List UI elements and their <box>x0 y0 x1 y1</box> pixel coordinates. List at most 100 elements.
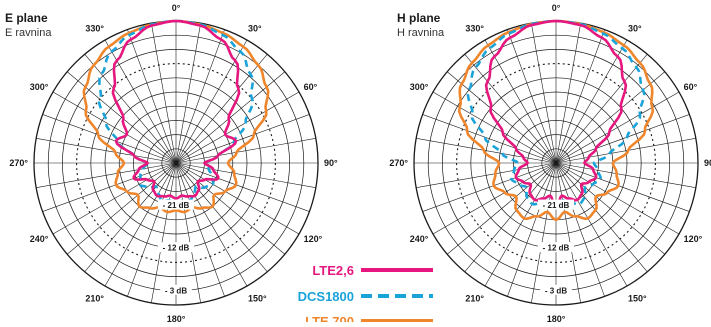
h-plane-spoke <box>555 54 648 164</box>
e-plane-series-lte700 <box>82 19 270 214</box>
h-plane-spoke <box>555 29 605 164</box>
e-plane-spoke <box>175 91 300 164</box>
h-plane-spoke <box>416 162 557 188</box>
h-plane-spoke <box>464 54 557 164</box>
e-plane-spoke <box>175 54 268 164</box>
e-plane-angle-label: 30° <box>248 23 262 33</box>
e-plane-spoke <box>175 162 225 297</box>
e-plane-spoke <box>36 138 177 164</box>
e-plane-spoke <box>175 138 316 164</box>
e-plane-spoke <box>67 162 177 255</box>
e-plane-db-label: - 21 dB <box>163 201 190 210</box>
e-plane-title: E plane <box>5 11 48 25</box>
h-plane-spoke <box>531 162 557 303</box>
h-plane-angle-label: 210° <box>465 294 484 304</box>
e-plane-spoke <box>42 114 177 164</box>
h-plane-spoke <box>555 71 665 164</box>
h-plane-spoke <box>555 162 581 303</box>
h-plane-angle-label: 150° <box>628 294 647 304</box>
e-plane-spoke <box>84 162 177 272</box>
e-plane-spoke <box>175 162 316 188</box>
e-plane-spoke <box>175 29 225 164</box>
e-plane-spoke <box>127 162 177 297</box>
e-plane-spoke <box>175 162 310 212</box>
h-plane-spoke <box>555 39 628 164</box>
e-plane-spoke <box>127 29 177 164</box>
e-plane-angle-label: 120° <box>304 234 323 244</box>
h-plane-spoke <box>416 138 557 164</box>
h-plane-title: H plane <box>397 11 441 25</box>
e-plane-spoke <box>36 162 177 188</box>
h-plane-angle-label: 60° <box>684 82 698 92</box>
e-plane-spoke <box>104 162 177 287</box>
e-plane-angle-label: 180° <box>167 314 186 322</box>
e-plane-spoke <box>84 54 177 164</box>
h-plane-spoke <box>447 71 557 164</box>
e-plane-spoke <box>42 162 177 212</box>
legend-label-lte700: LTE 700 <box>305 314 354 322</box>
h-plane-spoke <box>447 162 557 255</box>
h-plane-center <box>554 161 558 165</box>
h-plane-spoke <box>507 29 557 164</box>
e-plane-subtitle: E ravnina <box>5 27 52 39</box>
h-plane-db-label: - 3 dB <box>545 286 567 295</box>
e-plane-spoke <box>175 23 201 164</box>
h-plane-spoke <box>422 162 557 212</box>
e-plane-spoke <box>151 23 177 164</box>
h-plane-grid <box>413 20 699 306</box>
h-plane-db-label: - 12 dB <box>543 244 570 253</box>
h-plane-series-lte700 <box>457 19 655 222</box>
h-plane-angle-label: 330° <box>465 23 484 33</box>
h-plane-spoke <box>555 162 648 272</box>
e-plane-spoke <box>52 91 177 164</box>
h-plane-db-label-bg <box>537 199 575 210</box>
h-plane-spoke <box>555 91 680 164</box>
h-plane-spoke <box>555 162 628 287</box>
e-plane-spoke <box>175 162 248 287</box>
e-plane-spoke <box>151 162 177 303</box>
h-plane-spoke <box>555 23 581 164</box>
e-plane-angle-label: 240° <box>30 234 49 244</box>
e-plane-spoke <box>175 162 268 272</box>
h-plane-spoke <box>422 114 557 164</box>
e-plane-spoke <box>52 162 177 235</box>
e-plane-labels: 0° 30° 60° 90° 120° 150° 180° 210° 240° 270° 300° 3… <box>9 3 338 324</box>
e-plane-grid <box>33 20 319 306</box>
h-plane-angle-label: 30° <box>628 23 642 33</box>
e-plane-series-dcs1800 <box>97 19 255 205</box>
e-plane-angle-label: 210° <box>85 294 104 304</box>
e-plane-spoke <box>175 114 310 164</box>
e-plane-series-lte26 <box>111 19 241 200</box>
h-plane-db-label-bg <box>540 284 572 295</box>
h-plane-spoke <box>555 138 696 164</box>
legend: LTE2,6 DCS1800 LTE 700 <box>296 262 433 327</box>
e-plane-db-label: - 12 dB <box>163 244 190 253</box>
legend-label-lte26: LTE2,6 <box>312 263 354 278</box>
e-plane-center <box>174 161 178 165</box>
e-plane-db-label-bg <box>157 199 195 210</box>
e-plane-angle-label: 270° <box>9 158 28 168</box>
e-plane-db-label: - 3 dB <box>165 286 187 295</box>
h-plane-angle-label: 120° <box>684 234 703 244</box>
e-plane-db-label-bg <box>157 242 195 253</box>
h-plane-chart: 0° 30° 60° 90° 120° 150° 180° 210° 240° 270° 300° 3… <box>389 3 711 324</box>
e-plane-angle-label: 0° <box>172 3 181 13</box>
h-plane-spoke <box>555 162 665 255</box>
h-plane-spoke <box>555 162 680 235</box>
e-plane-angle-label: 150° <box>248 294 267 304</box>
e-plane-angle-label: 330° <box>85 23 104 33</box>
h-plane-angle-label: 180° <box>547 314 566 322</box>
e-plane-chart: 0° 30° 60° 90° 120° 150° 180° 210° 240° 270° 300° 3… <box>5 3 338 324</box>
h-plane-angle-label: 0° <box>552 3 561 13</box>
h-plane-db-label: - 21 dB <box>543 201 570 210</box>
e-plane-db-label-bg <box>160 284 192 295</box>
e-plane-spoke <box>175 162 201 303</box>
h-plane-angle-label: 240° <box>410 234 429 244</box>
h-plane-angle-label: 270° <box>389 158 408 168</box>
h-plane-subtitle: H ravnina <box>397 27 445 39</box>
e-plane-angle-label: 90° <box>324 158 338 168</box>
h-plane-spoke <box>507 162 557 297</box>
e-plane-spoke <box>175 162 300 235</box>
